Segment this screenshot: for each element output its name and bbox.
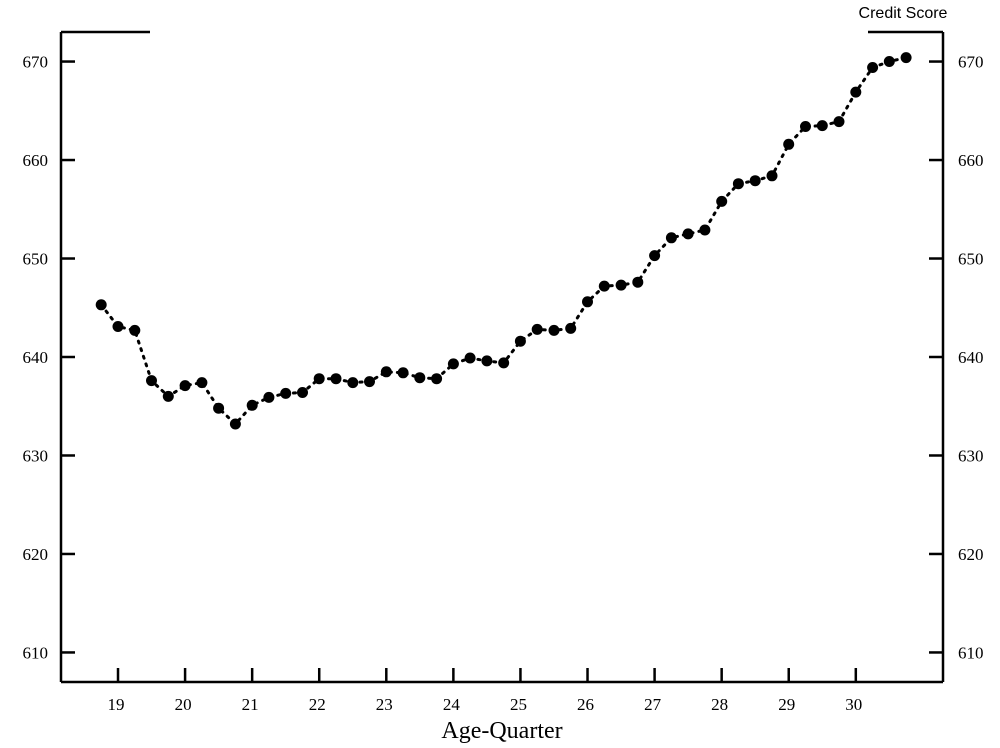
data-point [582,296,593,308]
y-tick-label-left: 650 [23,250,49,269]
y-tick-label-right: 620 [958,545,984,564]
data-point [800,121,811,132]
data-point [380,366,392,378]
y-tick-label-right: 660 [958,151,984,170]
x-tick-label: 21 [242,695,259,714]
x-tick-label: 24 [443,695,461,714]
y-tick-label-left: 670 [23,53,49,72]
data-point [565,322,577,334]
data-point [699,224,711,236]
data-point [112,321,124,332]
data-point [716,195,728,207]
data-point [766,170,778,182]
x-tick-label: 29 [778,695,795,714]
data-point [816,120,828,132]
data-point [313,373,325,385]
data-point [783,138,795,150]
data-point [615,279,627,291]
y-tick-label-right: 650 [958,250,984,269]
series-line [99,56,908,427]
data-point [883,56,895,67]
data-point [833,116,845,128]
y-tick-label-right: 630 [958,446,984,465]
legend-label: Credit Score [859,5,948,22]
data-point [531,323,543,335]
data-point [347,377,359,389]
data-point [280,387,292,399]
x-axis: 19 20 21 22 23 24 25 26 27 28 29 30 [108,668,862,714]
data-point [213,402,225,414]
x-tick-label: 23 [376,695,393,714]
data-point [95,299,107,311]
y-tick-label-left: 620 [23,545,49,564]
y-tick-label-right: 610 [958,643,984,662]
y-tick-label-left: 610 [23,643,49,662]
data-point [481,355,493,367]
data-point [464,352,476,364]
x-tick-label: 28 [711,695,728,714]
x-tick-label: 30 [845,695,862,714]
data-point [682,228,694,240]
data-point [900,52,912,64]
data-point [632,276,644,288]
data-point [129,324,141,336]
data-point [665,232,677,244]
data-point [732,178,744,190]
x-tick-label: 26 [577,695,594,714]
x-tick-label: 25 [510,695,527,714]
series-markers [95,52,912,430]
data-point [229,418,241,430]
x-tick-label: 27 [644,695,662,714]
data-point [397,367,409,379]
data-point [431,373,443,385]
y-tick-label-left: 660 [23,151,49,170]
data-point [749,175,761,187]
data-point [263,391,275,403]
x-tick-label: 19 [108,695,125,714]
data-point [330,373,342,385]
data-point [179,380,191,392]
data-point [297,387,308,398]
x-tick-label: 22 [309,695,326,714]
data-point [867,62,879,73]
data-point [514,335,526,347]
y-tick-label-right: 670 [958,53,984,72]
data-point [196,377,208,389]
data-point [598,280,610,292]
y-tick-label-right: 640 [958,348,984,367]
plot-frame [59,30,945,684]
right-y-axis: 610 620 630 640 650 660 670 [929,53,984,662]
data-point [414,372,426,384]
data-point [364,376,375,388]
y-tick-label-left: 630 [23,446,49,465]
data-point [447,358,459,370]
x-tick-label: 20 [175,695,192,714]
y-tick-label-left: 640 [23,348,49,367]
data-point [649,250,661,262]
data-point [850,86,862,98]
x-axis-title: Age-Quarter [441,718,562,744]
data-point [246,399,258,411]
data-point [548,324,560,336]
data-point [162,390,174,402]
left-y-axis: 610 620 630 640 650 660 670 [23,53,75,662]
data-point [498,357,510,369]
data-point [146,375,157,387]
